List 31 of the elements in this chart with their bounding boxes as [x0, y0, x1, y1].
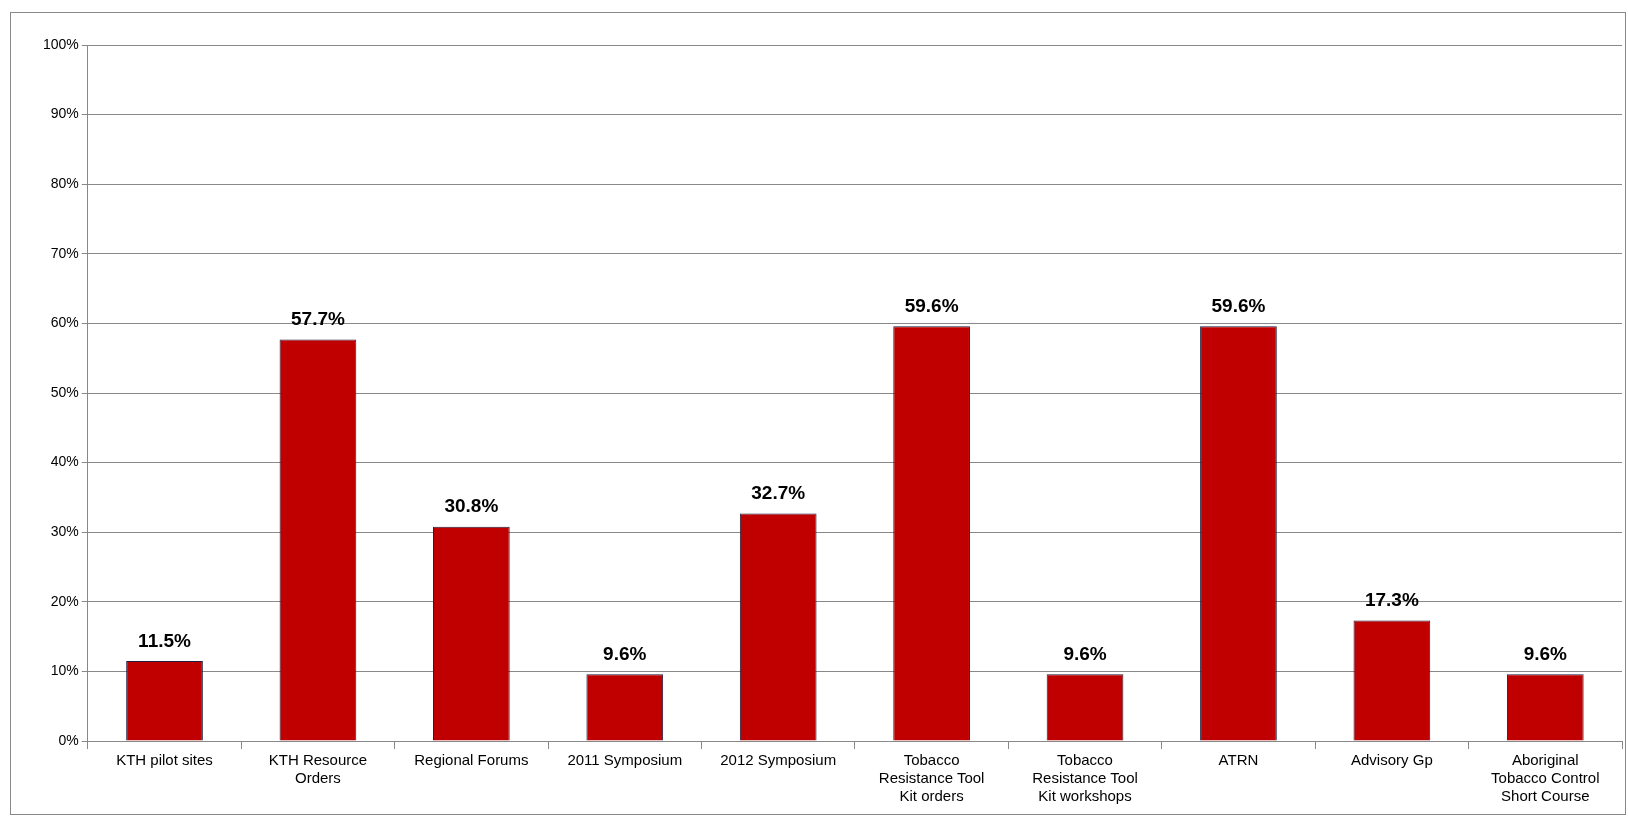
y-tick-label: 0% — [58, 731, 79, 748]
x-tick-label: Tobacco Resistance Tool Kit orders — [878, 751, 985, 805]
y-tick-label: 60% — [50, 314, 79, 331]
data-label: 11.5% — [138, 629, 192, 651]
data-label: 30.8% — [444, 495, 499, 517]
data-label: 9.6% — [1523, 642, 1568, 664]
data-label: 57.7% — [291, 308, 345, 330]
x-tick-label: Tobacco Resistance Tool Kit workshops — [1032, 751, 1138, 805]
y-tick-label: 40% — [50, 453, 79, 470]
data-label: 59.6% — [1211, 294, 1266, 316]
data-label: 9.6% — [1063, 642, 1107, 664]
data-label: 17.3% — [1364, 589, 1419, 611]
y-tick-label: 90% — [50, 105, 79, 122]
y-tick-label: 100% — [42, 35, 79, 52]
y-tick-label: 50% — [50, 383, 79, 400]
y-tick-label: 30% — [50, 523, 79, 540]
y-tick-label: 20% — [50, 592, 79, 609]
x-tick-label: KTH pilot sites — [116, 751, 213, 769]
x-tick-label: ATRN — [1218, 751, 1259, 769]
data-label: 59.6% — [904, 294, 959, 316]
y-tick-label: 70% — [50, 244, 79, 261]
y-tick-label: 10% — [50, 662, 79, 679]
data-label: 32.7% — [751, 482, 806, 504]
x-tick-label: 2012 Symposium — [720, 751, 837, 769]
x-tick-label: Advisory Gp — [1351, 751, 1433, 769]
x-tick-label: 2011 Symposium — [567, 751, 683, 769]
data-label: 9.6% — [603, 642, 647, 664]
x-tick-label: KTH Resource Orders — [268, 751, 368, 787]
x-tick-label: Regional Forums — [414, 751, 529, 769]
x-tick-label: Aboriginal Tobacco Control Short Course — [1491, 751, 1600, 805]
y-tick-label: 80% — [50, 175, 79, 192]
